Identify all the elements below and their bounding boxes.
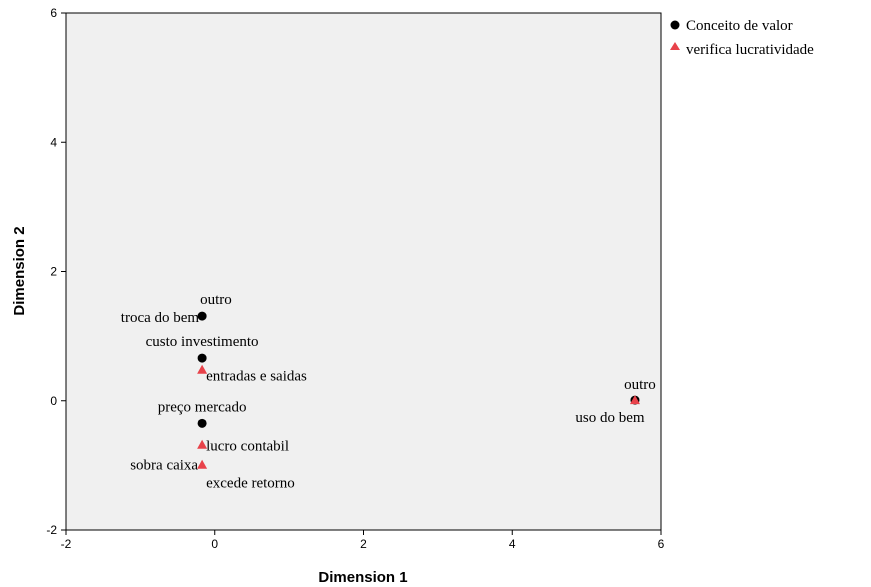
point-label: uso do bem	[575, 410, 644, 426]
point-label: custo investimento	[146, 334, 259, 350]
point-circle	[197, 353, 207, 363]
x-axis-title: Dimension 1	[318, 569, 407, 586]
x-tick-label: 0	[211, 537, 218, 551]
x-tick-label: 6	[658, 537, 665, 551]
y-tick-label: -2	[46, 523, 57, 537]
legend-circle-icon	[670, 20, 680, 30]
legend: Conceito de valor verifica lucratividade	[670, 18, 814, 58]
legend-item-lucratividade: verifica lucratividade	[670, 42, 814, 58]
point-label: excede retorno	[206, 476, 295, 492]
x-tick-label: -2	[61, 537, 72, 551]
y-axis: -2 0 2 4 6	[46, 6, 66, 537]
point-label: troca do bem	[121, 310, 200, 326]
x-tick-label: 2	[360, 537, 367, 551]
point-triangle	[197, 364, 208, 374]
x-axis: -2 0 2 4 6	[61, 530, 665, 551]
point-triangle	[629, 395, 640, 405]
y-axis-title: Dimension 2	[11, 226, 28, 315]
legend-triangle-icon	[670, 42, 680, 50]
data-points	[197, 311, 640, 469]
point-label: sobra caixa	[130, 458, 198, 474]
point-label: lucro contabil	[206, 439, 289, 455]
x-tick-label: 4	[509, 537, 516, 551]
legend-label-conceito: Conceito de valor	[686, 18, 793, 34]
point-circle	[197, 418, 207, 428]
point-triangle	[197, 459, 208, 469]
point-label: entradas e saidas	[206, 369, 307, 385]
point-circle	[197, 311, 207, 321]
y-tick-label: 0	[50, 394, 57, 408]
point-label: outro	[200, 292, 232, 308]
point-label: preço mercado	[158, 399, 247, 415]
plot-area	[65, 12, 662, 531]
legend-item-conceito: Conceito de valor	[670, 18, 793, 34]
point-label: outro	[624, 377, 656, 393]
legend-label-lucratividade: verifica lucratividade	[686, 42, 814, 58]
point-triangle	[197, 439, 208, 449]
y-tick-label: 6	[50, 6, 57, 20]
y-tick-label: 4	[50, 135, 57, 149]
y-tick-label: 2	[50, 265, 57, 279]
